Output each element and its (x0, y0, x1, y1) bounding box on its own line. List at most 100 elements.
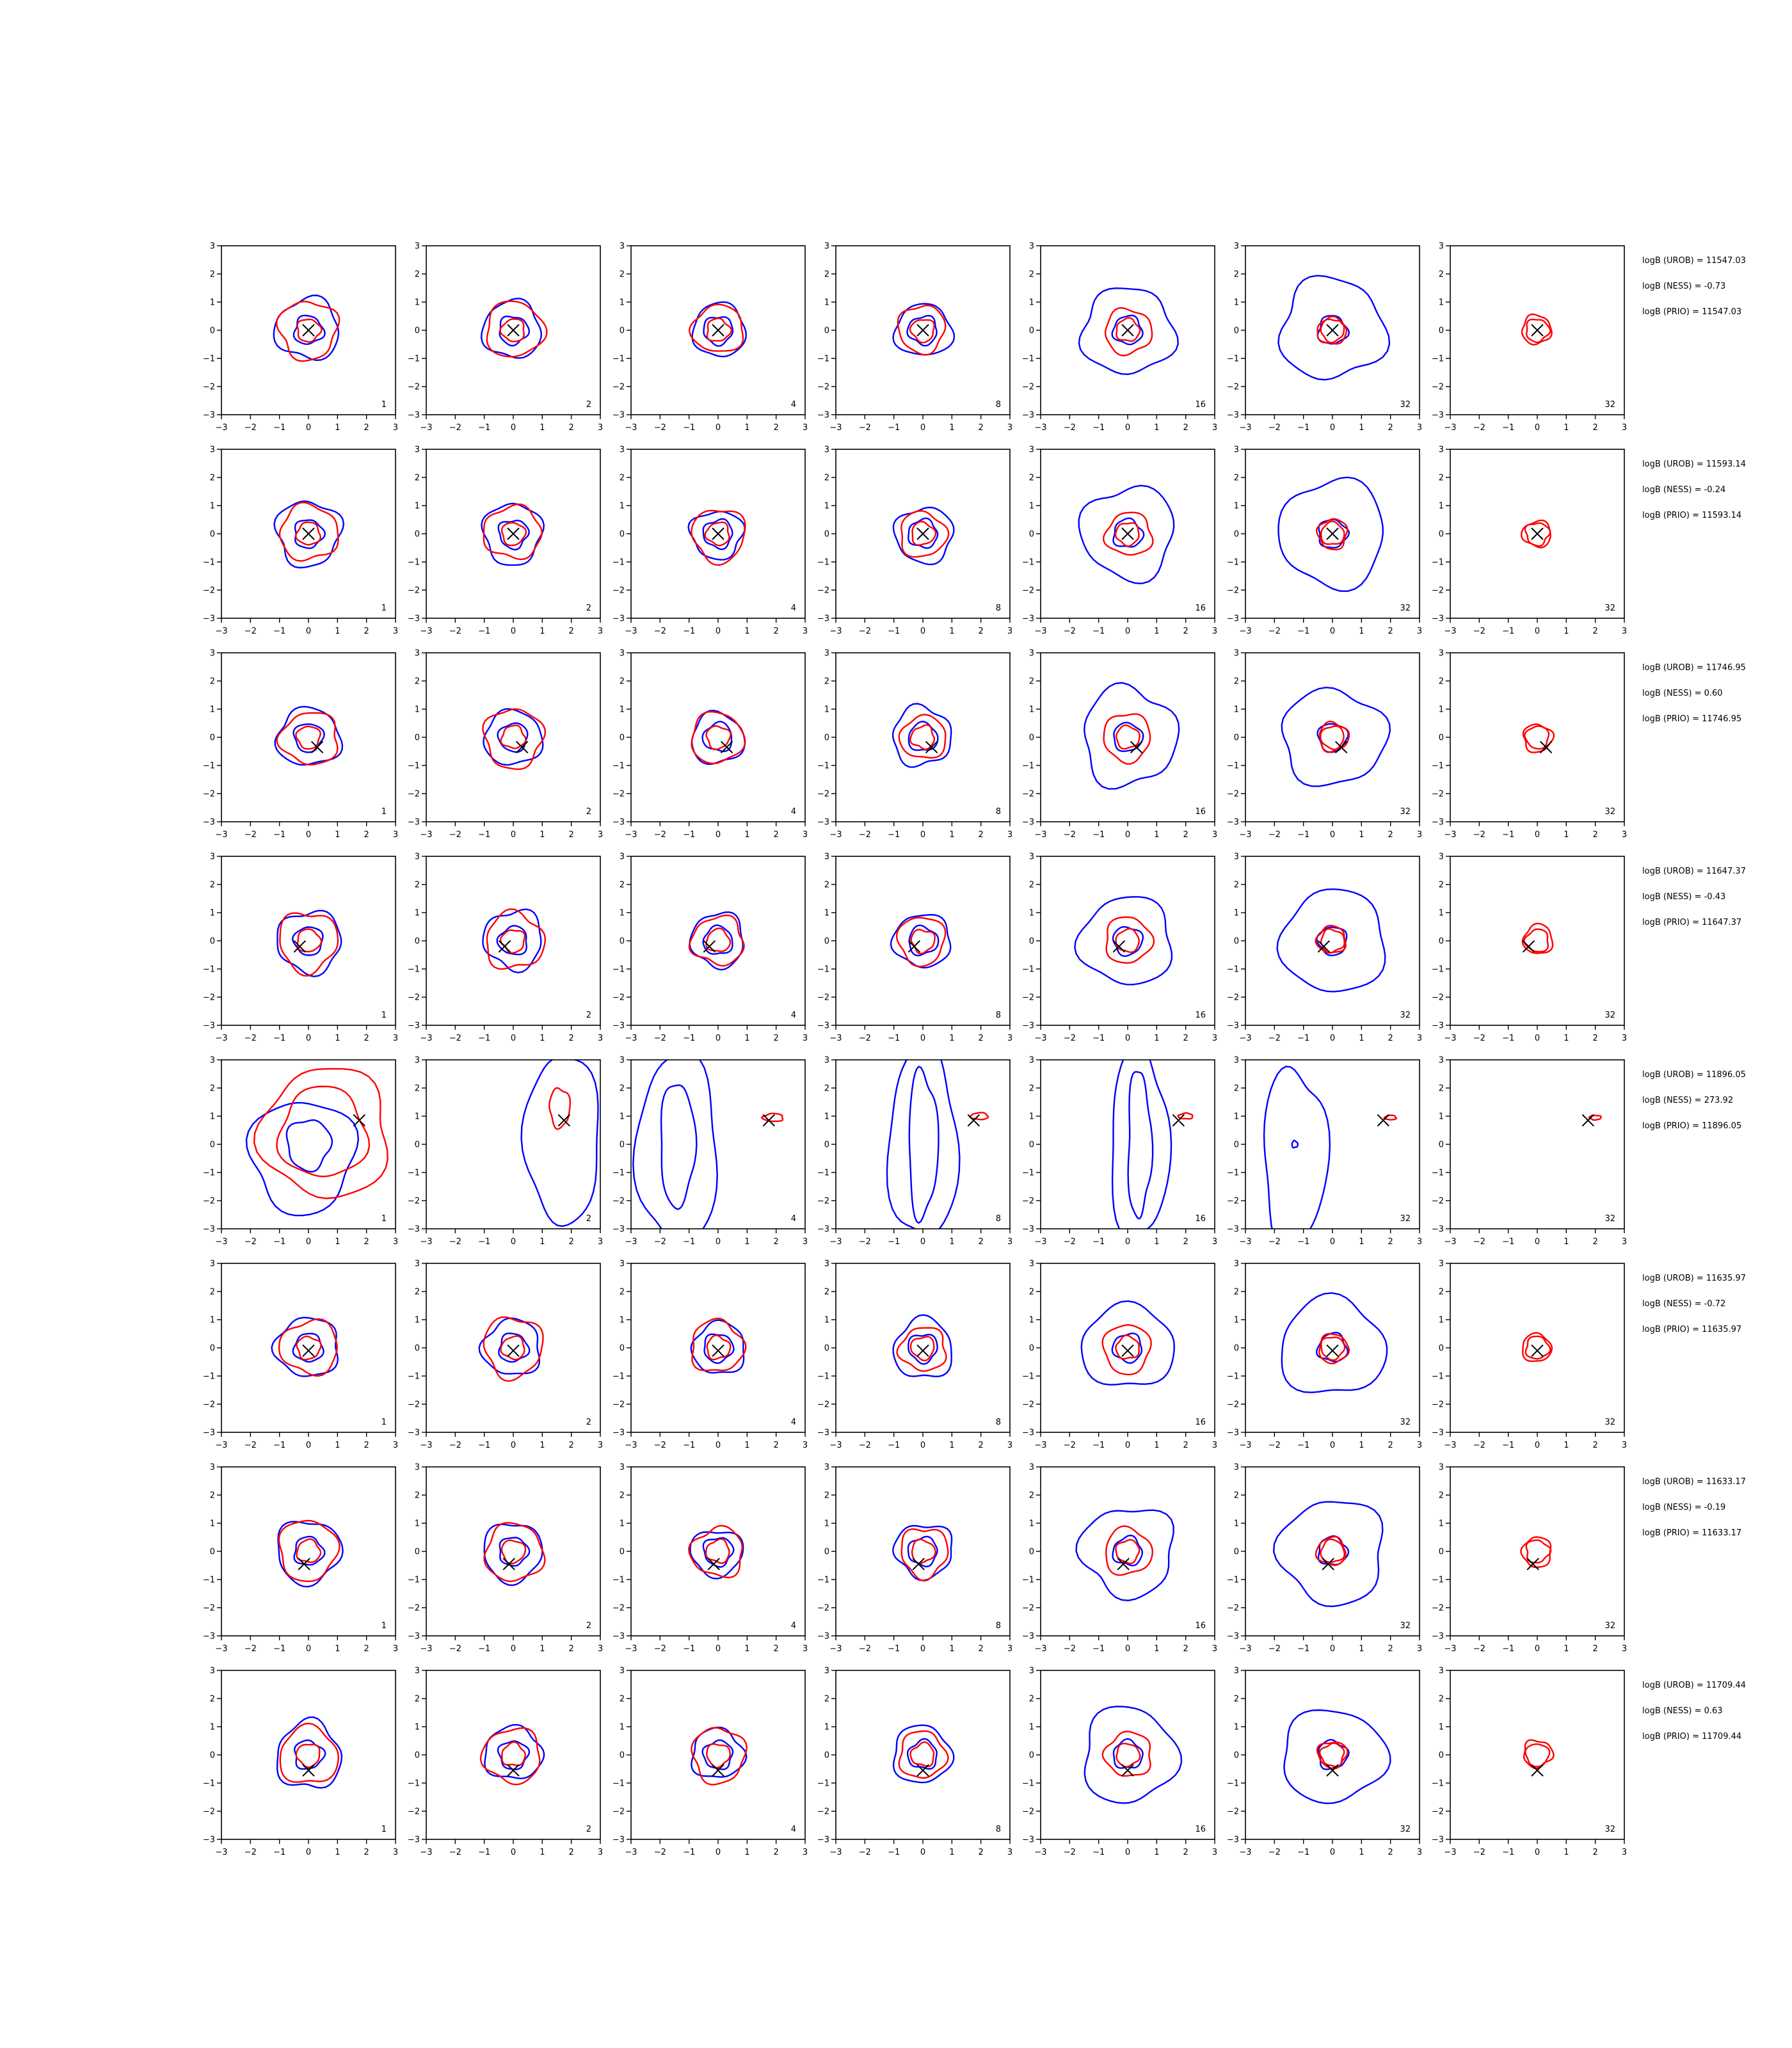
blue-contour (1111, 1060, 1172, 1229)
row-stat-text: logB (PRIO) = 11746.95 (1642, 714, 1741, 724)
red-contour-outer (1521, 519, 1551, 548)
y-tick-label: 0 (620, 937, 625, 947)
y-tick-label: −2 (203, 1400, 215, 1410)
x-marker (1172, 1114, 1185, 1127)
panel-plot-area (478, 1316, 544, 1382)
x-tick-label: 0 (716, 627, 721, 636)
x-tick-label: 1 (1359, 830, 1364, 840)
y-tick-label: −2 (1022, 383, 1034, 392)
panel-r8-c2: −3−3 −2 −2 −1 −1 0 0 1 1 2 2 3 3 2 (408, 1667, 603, 1858)
x-tick-label: 2 (1388, 1237, 1393, 1247)
x-tick-label: 0 (920, 1644, 925, 1654)
panel-r1-c2: −3−3 −2 −2 −1 −1 0 0 1 1 2 2 3 3 2 (408, 242, 603, 433)
y-tick-label: −2 (1227, 1197, 1239, 1206)
y-tick-label: −2 (1022, 1400, 1034, 1410)
panel-label: 1 (381, 807, 387, 817)
x-tick-label: 0 (920, 1237, 925, 1247)
x-tick-label: −2 (1473, 423, 1485, 433)
y-tick-label: 0 (210, 1140, 215, 1150)
x-marker (302, 527, 315, 540)
x-tick-label: 0 (511, 1644, 516, 1654)
x-marker (1539, 740, 1553, 754)
panel-label: 16 (1195, 1011, 1206, 1020)
y-tick-label: −3 (1432, 614, 1444, 624)
y-tick-label: −1 (1432, 965, 1444, 975)
blue-contour-inner (907, 1535, 938, 1568)
red-contour-outer (486, 908, 547, 970)
y-tick-label: −2 (1432, 993, 1444, 1003)
panel-label: 8 (996, 1621, 1001, 1631)
x-tick-label: 2 (1388, 627, 1393, 636)
y-tick-label: −2 (1432, 383, 1444, 392)
x-tick-label: −1 (1297, 1644, 1309, 1654)
y-tick-label: 3 (415, 649, 420, 659)
panel-label: 16 (1195, 1621, 1206, 1631)
x-tick-label: 2 (364, 1441, 369, 1450)
y-tick-label: 3 (1029, 445, 1034, 455)
x-marker (1121, 527, 1134, 540)
y-tick-label: 3 (1029, 649, 1034, 659)
y-tick-label: −3 (1432, 1632, 1444, 1642)
x-tick-label: −1 (478, 627, 490, 636)
x-tick-label: −1 (683, 830, 695, 840)
y-tick-label: −2 (612, 1604, 625, 1613)
y-tick-label: −3 (1432, 1836, 1444, 1845)
x-marker (1377, 1114, 1390, 1127)
y-tick-label: −1 (612, 1779, 625, 1789)
blue-contour-inner (702, 518, 733, 550)
y-tick-label: 3 (824, 242, 829, 252)
y-tick-label: 2 (824, 1084, 829, 1094)
y-tick-label: −3 (408, 1836, 420, 1845)
y-tick-label: 2 (1439, 474, 1444, 483)
x-tick-label: 3 (598, 1237, 603, 1247)
x-tick-label: −3 (1239, 1644, 1251, 1654)
y-tick-label: −1 (1022, 1576, 1034, 1585)
x-tick-label: 1 (335, 1441, 340, 1450)
panel-r4-c4: −3−3 −2 −2 −1 −1 0 0 1 1 2 2 3 3 8 (817, 852, 1012, 1044)
x-tick-label: −3 (1444, 1848, 1456, 1857)
y-tick-label: 1 (210, 1519, 215, 1529)
panel-plot-area (890, 914, 952, 969)
panel-r3-c5: −3−3 −2 −2 −1 −1 0 0 1 1 2 2 3 3 16 (1022, 649, 1217, 840)
panel-r4-c2: −3−3 −2 −2 −1 −1 0 0 1 1 2 2 3 3 2 (408, 852, 603, 1044)
y-tick-label: −1 (612, 965, 625, 975)
x-tick-label: 1 (1359, 1441, 1364, 1450)
y-tick-label: 1 (620, 1112, 625, 1122)
y-tick-label: −2 (1227, 1400, 1239, 1410)
x-tick-label: 0 (511, 1848, 516, 1857)
x-tick-label: −1 (273, 1237, 285, 1247)
panel-r6-c2: −3−3 −2 −2 −1 −1 0 0 1 1 2 2 3 3 2 (408, 1260, 603, 1451)
x-tick-label: −1 (888, 1237, 900, 1247)
x-tick-label: 3 (1007, 423, 1012, 433)
x-tick-label: 1 (1359, 1644, 1364, 1654)
y-tick-label: 0 (1234, 1751, 1239, 1761)
x-marker (925, 740, 938, 754)
y-tick-label: 3 (1234, 649, 1239, 659)
y-tick-label: 0 (415, 1140, 420, 1150)
x-tick-label: 0 (1535, 1034, 1540, 1043)
panel-plot-area (1522, 723, 1555, 753)
y-tick-label: 0 (210, 1344, 215, 1354)
red-contour (276, 1085, 371, 1178)
x-tick-label: −2 (1268, 1644, 1281, 1654)
y-tick-label: −1 (817, 1372, 829, 1382)
x-tick-label: −3 (1034, 627, 1046, 636)
panel-plot-area (632, 1060, 784, 1229)
red-contour-inner (909, 319, 935, 344)
red-contour-inner (1115, 1539, 1140, 1565)
y-tick-label: −3 (1022, 1632, 1034, 1642)
red-contour-inner (706, 1334, 732, 1361)
x-tick-label: −2 (1064, 627, 1076, 636)
x-tick-label: 0 (1125, 1644, 1130, 1654)
y-tick-label: 0 (415, 1751, 420, 1761)
x-tick-label: 2 (364, 1644, 369, 1654)
panel-r3-c3: −3−3 −2 −2 −1 −1 0 0 1 1 2 2 3 3 4 (612, 649, 808, 840)
x-tick-label: 3 (598, 1848, 603, 1857)
y-tick-label: −2 (1432, 790, 1444, 799)
y-tick-label: −3 (1022, 818, 1034, 828)
y-tick-label: −2 (817, 1400, 829, 1410)
panel-frame (835, 652, 1011, 822)
panel-label: 2 (586, 1825, 591, 1834)
x-tick-label: 0 (1535, 1644, 1540, 1654)
red-contour-outer (900, 510, 950, 558)
